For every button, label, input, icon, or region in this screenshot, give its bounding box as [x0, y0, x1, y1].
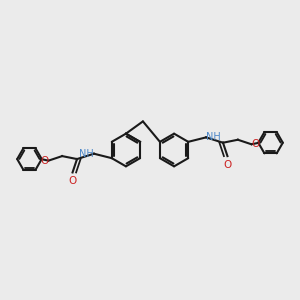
Text: NH: NH: [206, 132, 221, 142]
Text: O: O: [68, 176, 77, 186]
Text: NH: NH: [79, 149, 94, 159]
Text: O: O: [40, 156, 48, 166]
Text: O: O: [252, 139, 260, 149]
Text: O: O: [223, 160, 232, 170]
